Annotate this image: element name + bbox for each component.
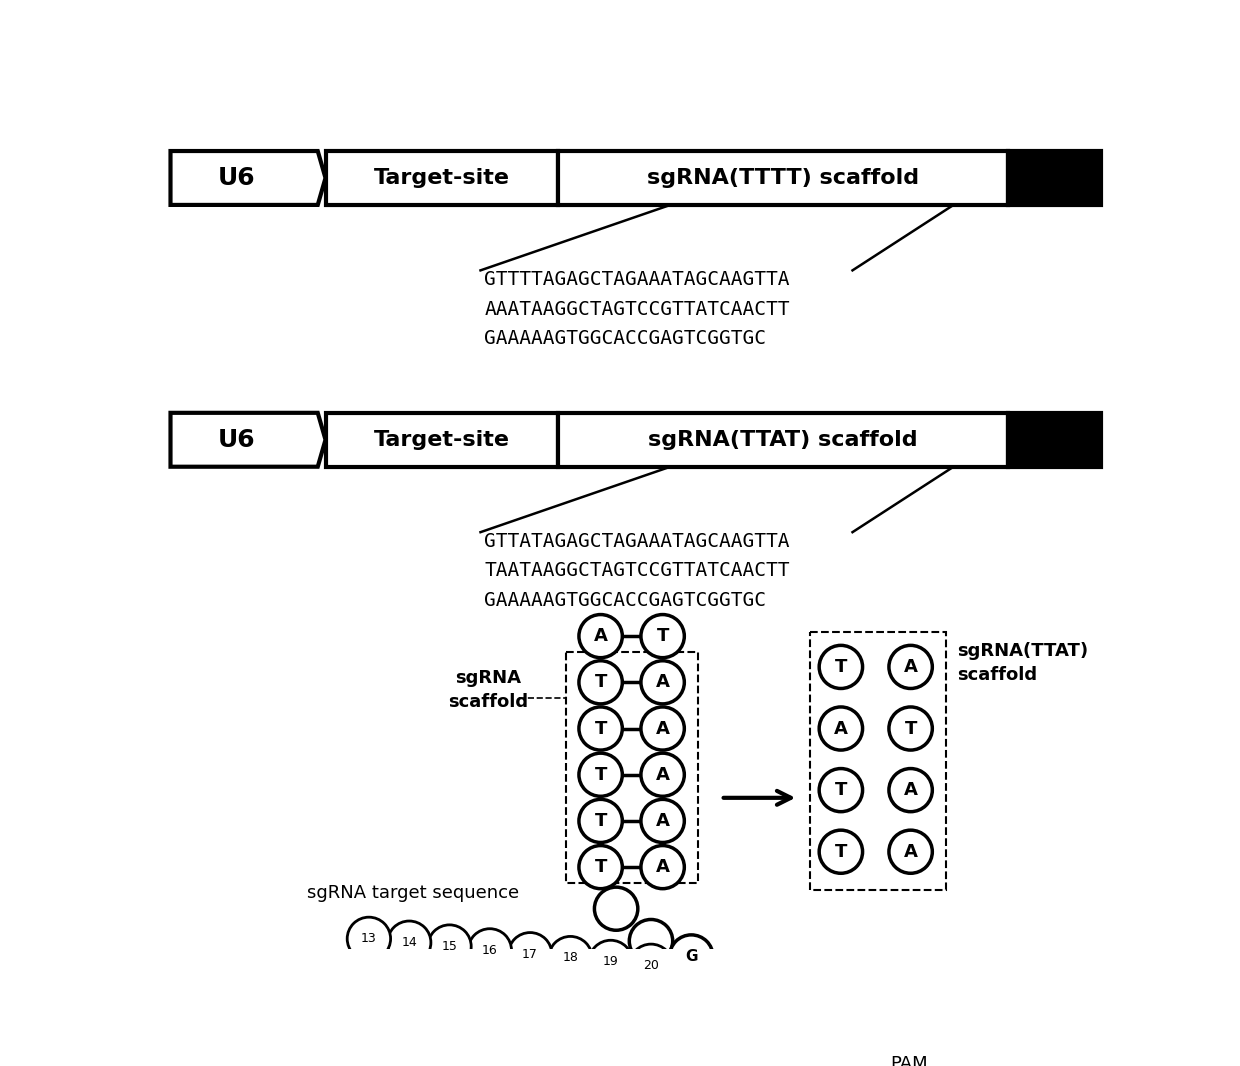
Text: T: T <box>594 858 606 876</box>
Text: A: A <box>594 627 608 645</box>
Circle shape <box>629 944 672 987</box>
Text: 14: 14 <box>402 936 417 949</box>
Text: A: A <box>904 781 918 800</box>
Text: PAM: PAM <box>890 1055 928 1066</box>
Text: 13: 13 <box>361 933 377 946</box>
Bar <box>1007 413 1101 467</box>
Circle shape <box>579 615 622 658</box>
Circle shape <box>467 928 511 972</box>
Circle shape <box>503 1038 557 1066</box>
Circle shape <box>820 830 863 873</box>
Circle shape <box>383 1038 435 1066</box>
Text: A: A <box>656 674 670 692</box>
Text: GAAAAAGTGGCACCGAGTCGGTGC: GAAAAAGTGGCACCGAGTCGGTGC <box>485 591 766 610</box>
Circle shape <box>670 935 713 978</box>
Text: sgRNA
scaffold: sgRNA scaffold <box>448 669 528 711</box>
Text: A: A <box>835 720 848 738</box>
Text: Target-site: Target-site <box>373 168 510 188</box>
Circle shape <box>544 1038 596 1066</box>
Circle shape <box>388 921 432 964</box>
Bar <box>565 651 697 883</box>
Text: AAATAAGGCTAGTCCGTTATCAACTT: AAATAAGGCTAGTCCGTTATCAACTT <box>485 300 790 319</box>
Text: 19: 19 <box>603 955 619 968</box>
Circle shape <box>347 917 391 960</box>
Polygon shape <box>171 413 325 467</box>
Text: T: T <box>594 720 606 738</box>
Bar <box>558 413 1007 467</box>
Circle shape <box>589 940 632 984</box>
Text: A: A <box>656 765 670 784</box>
Circle shape <box>786 1038 838 1066</box>
Circle shape <box>820 645 863 689</box>
Circle shape <box>641 754 684 796</box>
Bar <box>810 632 945 890</box>
Text: 16: 16 <box>482 943 497 957</box>
Text: T: T <box>904 720 916 738</box>
Text: sgRNA target sequence: sgRNA target sequence <box>306 884 520 902</box>
Text: TAATAAGGCTAGTCCGTTATCAACTT: TAATAAGGCTAGTCCGTTATCAACTT <box>485 562 790 580</box>
Bar <box>558 151 1007 205</box>
Bar <box>325 413 558 467</box>
Text: U6: U6 <box>218 427 255 452</box>
Text: T: T <box>594 674 606 692</box>
Circle shape <box>579 800 622 842</box>
Text: Target-site: Target-site <box>373 430 510 450</box>
Circle shape <box>706 1038 758 1066</box>
Circle shape <box>826 1038 879 1066</box>
Text: sgRNA(TTAT) scaffold: sgRNA(TTAT) scaffold <box>649 430 918 450</box>
Text: A: A <box>656 812 670 830</box>
Text: 15: 15 <box>441 940 458 953</box>
Text: U6: U6 <box>218 166 255 190</box>
Text: sgRNA(TTAT)
scaffold: sgRNA(TTAT) scaffold <box>957 643 1089 684</box>
Bar <box>1007 151 1101 205</box>
Circle shape <box>423 1038 476 1066</box>
Circle shape <box>464 1038 516 1066</box>
Circle shape <box>594 887 637 931</box>
Polygon shape <box>171 151 325 205</box>
Circle shape <box>665 1038 718 1066</box>
Text: 18: 18 <box>563 952 578 965</box>
Circle shape <box>641 845 684 889</box>
Text: GAAAAAGTGGCACCGAGTCGGTGC: GAAAAAGTGGCACCGAGTCGGTGC <box>485 329 766 348</box>
Circle shape <box>889 769 932 811</box>
Text: A: A <box>904 658 918 676</box>
Circle shape <box>820 769 863 811</box>
Circle shape <box>342 1038 396 1066</box>
Circle shape <box>579 661 622 704</box>
Text: G: G <box>684 949 698 964</box>
Circle shape <box>549 936 593 980</box>
Text: 20: 20 <box>644 959 658 972</box>
Circle shape <box>629 920 672 963</box>
Text: GTTTTAGAGCTAGAAATAGCAAGTTA: GTTTTAGAGCTAGAAATAGCAAGTTA <box>485 271 790 289</box>
Text: T: T <box>594 812 606 830</box>
Text: T: T <box>835 658 847 676</box>
Text: 17: 17 <box>522 948 538 960</box>
Bar <box>325 151 558 205</box>
Text: A: A <box>656 858 670 876</box>
Circle shape <box>579 754 622 796</box>
Text: GTTATAGAGCTAGAAATAGCAAGTTA: GTTATAGAGCTAGAAATAGCAAGTTA <box>485 532 790 551</box>
Circle shape <box>889 830 932 873</box>
Circle shape <box>625 1038 677 1066</box>
Circle shape <box>745 1038 799 1066</box>
Circle shape <box>641 707 684 750</box>
Text: T: T <box>594 765 606 784</box>
Circle shape <box>641 800 684 842</box>
Text: T: T <box>656 627 668 645</box>
Circle shape <box>889 645 932 689</box>
Circle shape <box>889 707 932 750</box>
Text: A: A <box>904 843 918 860</box>
Circle shape <box>641 615 684 658</box>
Circle shape <box>579 845 622 889</box>
Circle shape <box>584 1038 637 1066</box>
Text: sgRNA(TTTT) scaffold: sgRNA(TTTT) scaffold <box>647 168 919 188</box>
Circle shape <box>508 933 552 975</box>
Circle shape <box>641 661 684 704</box>
Circle shape <box>428 925 471 968</box>
Text: T: T <box>835 781 847 800</box>
Text: A: A <box>656 720 670 738</box>
Text: T: T <box>835 843 847 860</box>
Circle shape <box>579 707 622 750</box>
Circle shape <box>820 707 863 750</box>
